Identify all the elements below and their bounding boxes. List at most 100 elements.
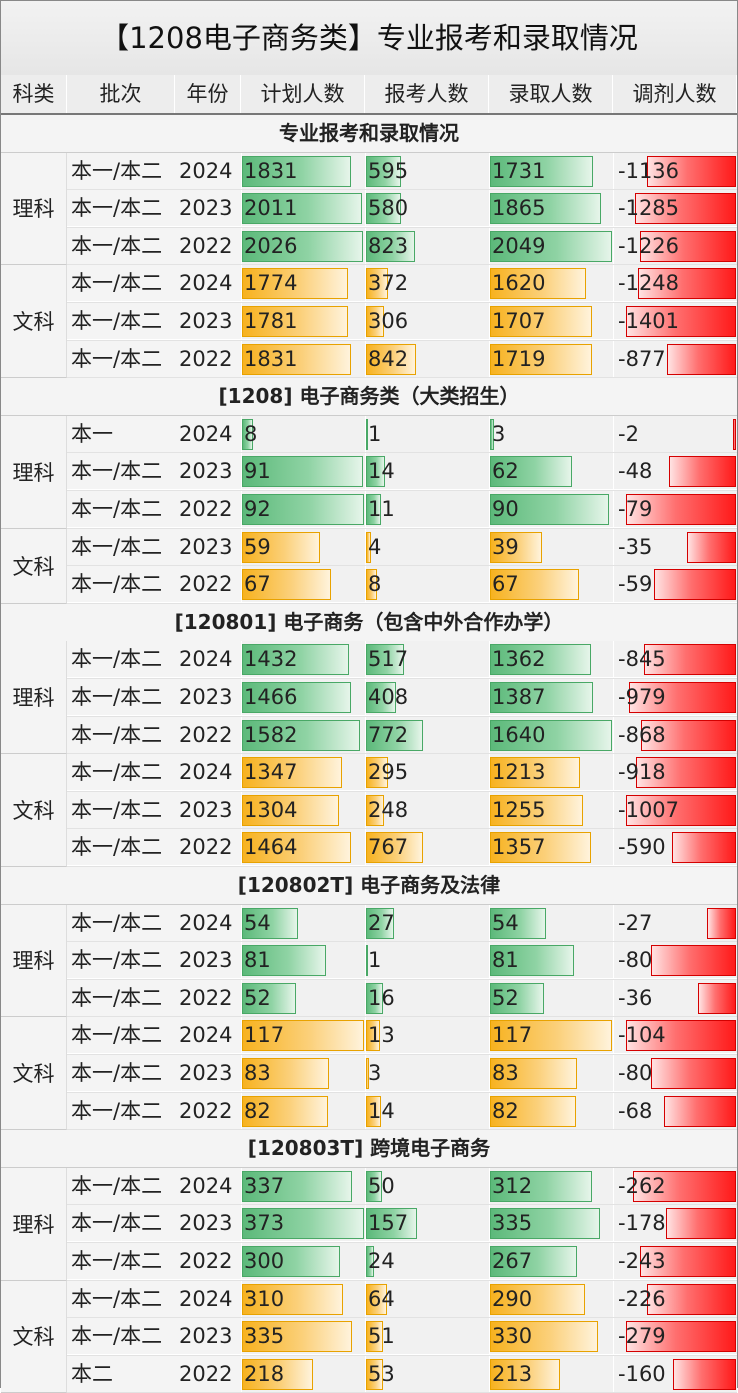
admit-cell: 330 xyxy=(489,1318,613,1355)
plan-cell: 1831 xyxy=(241,340,365,377)
apply-cell: 306 xyxy=(365,303,489,339)
apply-cell: 8 xyxy=(365,566,489,603)
bar-value: 300 xyxy=(244,1249,285,1273)
admit-cell: 117 xyxy=(489,1017,613,1054)
bar-value: 51 xyxy=(368,1324,395,1349)
year-cell: 2022 xyxy=(175,566,245,603)
bar-value: 595 xyxy=(368,158,409,183)
adjust-bar xyxy=(651,1058,736,1089)
bar-value: 2026 xyxy=(244,233,298,258)
data-bar xyxy=(366,982,383,1014)
adjust-cell: -226 xyxy=(613,1280,737,1317)
data-bar xyxy=(366,1246,374,1277)
batch-cell: 本一/本二 xyxy=(67,1017,179,1054)
adjust-bar xyxy=(643,644,736,676)
data-bar xyxy=(242,268,348,300)
table-row: 本一/本二 2022 1464 767 1357 -590 xyxy=(67,829,737,867)
bar-value: 1304 xyxy=(244,797,298,822)
year-cell: 2022 xyxy=(175,829,245,866)
adjust-cell: -1401 xyxy=(613,303,737,339)
admit-cell: 39 xyxy=(489,528,613,565)
adjust-value: -877 xyxy=(618,346,666,371)
adjust-cell: -979 xyxy=(613,679,737,715)
batch-cell: 本一/本二 xyxy=(67,1280,179,1317)
year-cell: 2024 xyxy=(175,641,245,678)
data-bar xyxy=(490,907,547,939)
adjust-bar xyxy=(733,418,736,450)
admit-cell: 335 xyxy=(489,1205,613,1242)
bar-value: 62 xyxy=(492,459,519,484)
data-bar xyxy=(490,193,602,225)
admit-cell: 2049 xyxy=(489,227,613,264)
adjust-cell: -243 xyxy=(613,1243,737,1279)
apply-cell: 408 xyxy=(365,679,489,715)
category-cell: 理科 xyxy=(1,152,67,266)
bar-value: 81 xyxy=(244,948,271,973)
adjust-value: -178 xyxy=(618,1211,666,1236)
bar-value: 39 xyxy=(492,534,519,559)
admit-cell: 54 xyxy=(489,904,613,941)
adjust-value: -845 xyxy=(618,647,666,672)
bar-value: 2049 xyxy=(492,233,546,258)
bar-value: 157 xyxy=(368,1211,409,1236)
data-bar xyxy=(366,343,417,375)
plan-cell: 92 xyxy=(241,491,365,527)
bar-value: 310 xyxy=(244,1286,285,1311)
adjust-value: -262 xyxy=(618,1173,666,1198)
adjust-cell: -80 xyxy=(613,942,737,979)
batch-cell: 本二 xyxy=(67,1355,179,1392)
data-bar xyxy=(490,682,594,713)
category-cell: 理科 xyxy=(1,641,67,755)
table-row: 本一/本二 2023 91 14 62 -48 xyxy=(67,453,737,491)
batch-cell: 本一/本二 xyxy=(67,265,179,302)
adjust-value: -1007 xyxy=(618,797,680,822)
batch-cell: 本一/本二 xyxy=(67,1243,179,1279)
bar-value: 3 xyxy=(368,1061,382,1085)
adjust-cell: -59 xyxy=(613,566,737,603)
adjust-bar xyxy=(646,1283,736,1315)
apply-cell: 14 xyxy=(365,453,489,490)
data-bar xyxy=(490,230,612,262)
data-bar xyxy=(242,494,364,525)
year-cell: 2023 xyxy=(175,1205,245,1242)
bar-value: 306 xyxy=(368,309,409,333)
year-cell: 2023 xyxy=(175,679,245,715)
data-bar xyxy=(366,1020,380,1052)
adjust-bar xyxy=(626,494,736,525)
year-cell: 2023 xyxy=(175,453,245,490)
section-title: 专业报考和录取情况 xyxy=(1,115,737,153)
adjust-cell: -845 xyxy=(613,641,737,678)
batch-cell: 本一/本二 xyxy=(67,303,179,339)
bar-value: 91 xyxy=(244,459,271,484)
bar-value: 11 xyxy=(368,497,395,521)
year-cell: 2024 xyxy=(175,1280,245,1317)
batch-cell: 本一/本二 xyxy=(67,227,179,264)
adjust-bar xyxy=(669,456,736,488)
adjust-bar xyxy=(629,682,736,713)
data-bar xyxy=(490,757,581,789)
data-bar xyxy=(366,719,424,751)
bar-value: 24 xyxy=(368,1249,395,1273)
plan-cell: 1464 xyxy=(241,829,365,866)
admit-cell: 312 xyxy=(489,1167,613,1204)
adjust-value: -1248 xyxy=(618,271,680,296)
data-bar xyxy=(490,644,592,676)
batch-cell: 本一/本二 xyxy=(67,340,179,377)
batch-cell: 本一/本二 xyxy=(67,716,179,753)
adjust-bar xyxy=(626,306,736,337)
bar-value: 248 xyxy=(368,797,409,822)
batch-cell: 本一/本二 xyxy=(67,190,179,227)
table-row: 本一/本二 2024 337 50 312 -262 xyxy=(67,1167,737,1206)
adjust-cell: -80 xyxy=(613,1055,737,1091)
admit-cell: 213 xyxy=(489,1355,613,1392)
data-bar xyxy=(490,1170,593,1202)
batch-cell: 本一/本二 xyxy=(67,679,179,715)
adjust-cell: -262 xyxy=(613,1167,737,1204)
data-bar xyxy=(490,418,494,450)
data-bar xyxy=(242,193,362,225)
data-bar xyxy=(242,1058,329,1089)
adjust-value: -27 xyxy=(618,910,653,935)
plan-cell: 67 xyxy=(241,566,365,603)
apply-cell: 50 xyxy=(365,1167,489,1204)
